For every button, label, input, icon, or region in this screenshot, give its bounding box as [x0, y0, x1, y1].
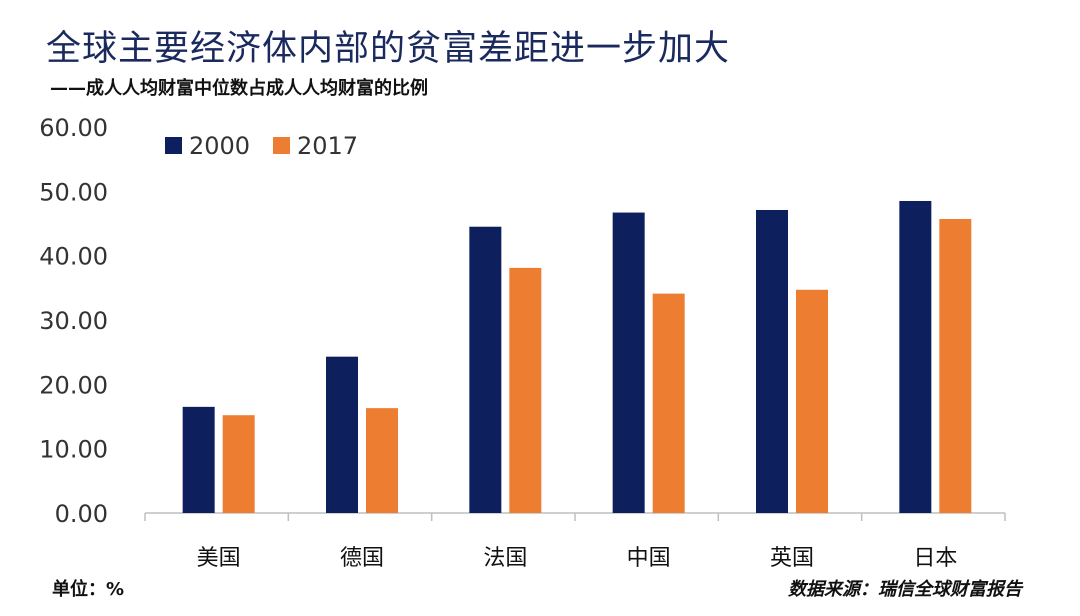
- chart-subtitle: ——成人人均财富中位数占成人人均财富的比例: [50, 78, 428, 99]
- bar-2017-中国: [652, 293, 685, 513]
- y-tick-label: 0.00: [55, 500, 108, 528]
- bar-2000-英国: [756, 209, 788, 514]
- y-tick-label: 60.00: [39, 114, 108, 142]
- chart-title: 全球主要经济体内部的贫富差距进一步加大: [46, 29, 731, 69]
- y-tick-label: 20.00: [39, 371, 108, 399]
- bar-2000-美国: [182, 406, 215, 513]
- legend-swatch-2000: [165, 137, 182, 154]
- legend-label: 2017: [297, 132, 358, 160]
- unit-label: 单位：%: [52, 579, 125, 600]
- x-category-label: 中国: [627, 546, 671, 571]
- x-category-label: 美国: [197, 546, 241, 571]
- legend-swatch-2017: [273, 137, 290, 154]
- bar-2000-中国: [612, 212, 645, 513]
- x-category-label: 德国: [340, 546, 384, 571]
- y-tick-label: 10.00: [39, 436, 108, 464]
- bar-2017-德国: [366, 408, 398, 513]
- y-tick-label: 30.00: [39, 307, 108, 335]
- bar-2017-日本: [939, 218, 972, 513]
- x-category-label: 日本: [913, 546, 957, 571]
- x-category-label: 法国: [483, 546, 527, 571]
- legend-label: 2000: [189, 132, 250, 160]
- bar-2000-法国: [469, 226, 502, 513]
- bar-2017-法国: [509, 267, 542, 513]
- x-category-label: 英国: [770, 546, 814, 571]
- source-note: 数据来源：瑞信全球财富报告: [788, 579, 1022, 600]
- y-tick-label: 50.00: [39, 178, 108, 206]
- bar-2017-英国: [796, 289, 828, 513]
- bar-2000-德国: [326, 356, 358, 513]
- bar-2000-日本: [899, 200, 932, 513]
- bar-2017-美国: [222, 415, 255, 513]
- y-tick-label: 40.00: [39, 243, 108, 271]
